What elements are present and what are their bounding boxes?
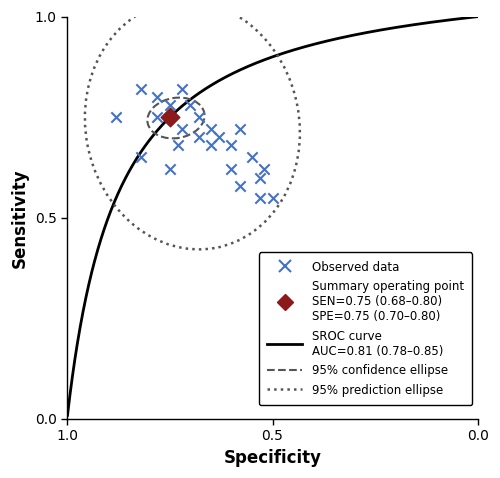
Point: [268, 194, 276, 201]
Point: [194, 133, 202, 141]
Point: [236, 182, 244, 189]
X-axis label: Specificity: Specificity: [224, 449, 322, 467]
Point: [256, 174, 264, 181]
Point: [236, 125, 244, 133]
Point: [154, 93, 162, 101]
Point: [174, 141, 182, 149]
Point: [112, 113, 120, 121]
Point: [228, 141, 235, 149]
Point: [137, 85, 145, 93]
Point: [166, 166, 174, 174]
Legend: Observed data, Summary operating point
SEN=0.75 (0.68–0.80)
SPE=0.75 (0.70–0.80): Observed data, Summary operating point S…: [258, 252, 472, 405]
Point: [178, 125, 186, 133]
Y-axis label: Sensitivity: Sensitivity: [11, 168, 29, 268]
Point: [260, 166, 268, 174]
Point: [215, 133, 223, 141]
Point: [178, 85, 186, 93]
Point: [166, 101, 174, 109]
Point: [207, 141, 215, 149]
Point: [194, 113, 202, 121]
Point: [248, 153, 256, 161]
Point: [207, 125, 215, 133]
Point: [137, 153, 145, 161]
Point: [256, 194, 264, 201]
Point: [154, 113, 162, 121]
Point: [186, 101, 194, 109]
Point: [228, 166, 235, 174]
Point: [166, 113, 174, 121]
